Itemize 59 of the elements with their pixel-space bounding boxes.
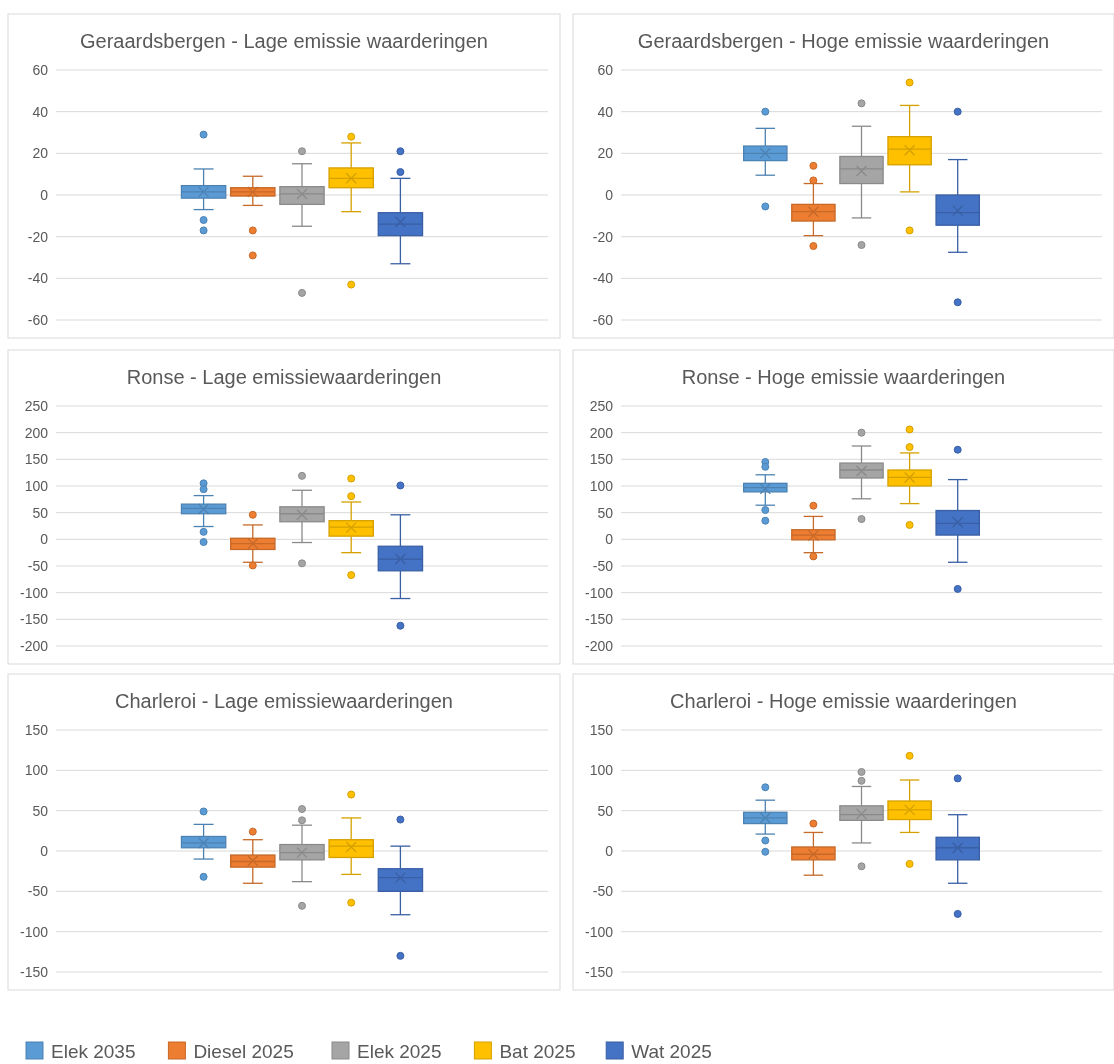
y-tick-label: 150 bbox=[589, 451, 614, 468]
chart-title: Geraardsbergen - Hoge emissie waarderingen bbox=[637, 30, 1050, 52]
y-tick-label: 0 bbox=[605, 186, 614, 203]
legend-label: Wat 2025 bbox=[631, 1040, 712, 1062]
chart-title: Charleroi - Lage emissiewaarderingen bbox=[115, 690, 453, 712]
y-tick-label: 100 bbox=[24, 762, 49, 779]
chart-title: Ronse - Lage emissiewaarderingen bbox=[126, 366, 442, 388]
y-tick-label: 0 bbox=[40, 531, 49, 548]
y-tick-label: -100 bbox=[19, 923, 49, 940]
y-tick-label: -60 bbox=[27, 311, 49, 328]
y-tick-label: -20 bbox=[592, 228, 614, 245]
y-tick-label: 40 bbox=[32, 103, 49, 120]
y-tick-label: -150 bbox=[19, 963, 49, 980]
y-tick-label: -150 bbox=[584, 963, 614, 980]
y-tick-label: -50 bbox=[592, 557, 614, 574]
y-tick-label: 150 bbox=[24, 721, 49, 738]
y-tick-label: -40 bbox=[27, 270, 49, 287]
y-tick-label: -50 bbox=[27, 883, 49, 900]
y-tick-label: 50 bbox=[32, 802, 49, 819]
legend-label: Elek 2035 bbox=[51, 1040, 136, 1062]
y-tick-label: -60 bbox=[592, 311, 614, 328]
y-tick-label: -150 bbox=[19, 611, 49, 628]
legend-label: Diesel 2025 bbox=[193, 1040, 294, 1062]
y-tick-label: 250 bbox=[589, 397, 614, 414]
chart-title: Geraardsbergen - Lage emissie waarderingen bbox=[79, 30, 489, 52]
y-tick-label: 50 bbox=[597, 504, 614, 521]
y-tick-label: 50 bbox=[32, 504, 49, 521]
y-tick-label: -200 bbox=[19, 637, 49, 654]
y-tick-label: -50 bbox=[27, 557, 49, 574]
chart-title: Charleroi - Hoge emissie waarderingen bbox=[670, 690, 1017, 712]
y-tick-label: 100 bbox=[589, 762, 614, 779]
y-tick-label: 0 bbox=[40, 842, 49, 859]
y-tick-label: 20 bbox=[32, 145, 49, 162]
y-tick-label: -50 bbox=[592, 883, 614, 900]
y-tick-label: 100 bbox=[24, 477, 49, 494]
y-tick-label: 0 bbox=[605, 531, 614, 548]
y-tick-label: -100 bbox=[584, 923, 614, 940]
y-tick-label: -150 bbox=[584, 611, 614, 628]
y-tick-label: 100 bbox=[589, 477, 614, 494]
y-tick-label: 150 bbox=[589, 721, 614, 738]
y-tick-label: 20 bbox=[597, 145, 614, 162]
y-tick-label: 0 bbox=[40, 186, 49, 203]
y-tick-label: 40 bbox=[597, 103, 614, 120]
y-tick-label: 0 bbox=[605, 842, 614, 859]
y-tick-label: 50 bbox=[597, 802, 614, 819]
y-tick-label: 150 bbox=[24, 451, 49, 468]
y-tick-label: 200 bbox=[24, 424, 49, 441]
legend-label: Bat 2025 bbox=[499, 1040, 576, 1062]
y-tick-label: 250 bbox=[24, 397, 49, 414]
chart-title: Ronse - Hoge emissie waarderingen bbox=[681, 366, 1006, 388]
y-tick-label: -100 bbox=[584, 584, 614, 601]
y-tick-label: 200 bbox=[589, 424, 614, 441]
y-tick-label: -200 bbox=[584, 637, 614, 654]
y-tick-label: -100 bbox=[19, 584, 49, 601]
y-tick-label: 60 bbox=[597, 61, 614, 78]
legend-label: Elek 2025 bbox=[357, 1040, 442, 1062]
y-tick-label: -40 bbox=[592, 270, 614, 287]
y-tick-label: 60 bbox=[32, 61, 49, 78]
y-tick-label: -20 bbox=[27, 228, 49, 245]
